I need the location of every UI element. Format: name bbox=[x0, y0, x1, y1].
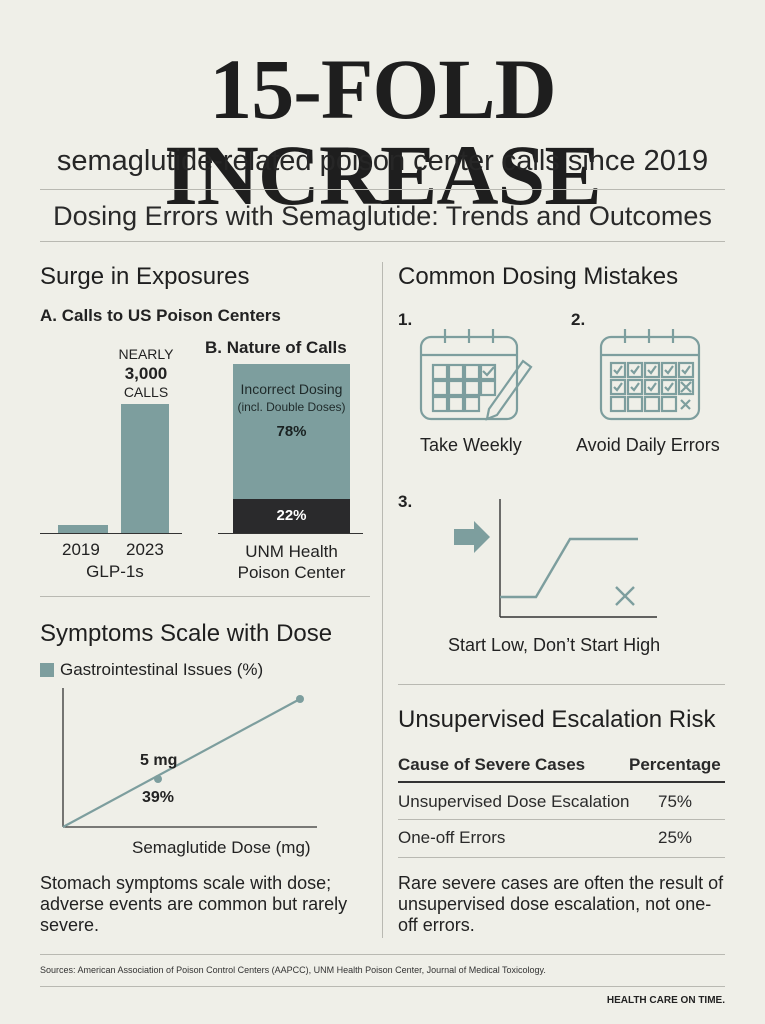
symptoms-title: Symptoms Scale with Dose bbox=[40, 620, 333, 647]
divider bbox=[40, 189, 725, 190]
x-label-2019: 2019 bbox=[62, 540, 100, 559]
divider bbox=[40, 596, 370, 597]
chart-a-baseline bbox=[40, 533, 182, 534]
caption-avoid-daily-errors: Avoid Daily Errors bbox=[576, 435, 720, 455]
table-row-pct-2: 25% bbox=[658, 828, 693, 847]
calendar-pencil-icon bbox=[419, 329, 533, 421]
chart-a-annotation: NEARLY 3,000 CALLS bbox=[108, 345, 184, 402]
subheadline: semaglutide-related poison center calls … bbox=[56, 145, 709, 177]
point-dose-label: 5 mg bbox=[140, 752, 178, 769]
incorrect-percent: 78% bbox=[276, 423, 307, 440]
divider bbox=[40, 241, 725, 242]
data-point-5mg bbox=[154, 775, 162, 783]
table-row-divider bbox=[398, 819, 725, 820]
chart-b-title: B. Nature of Calls bbox=[205, 338, 347, 357]
brand-logo: HEALTH CARE ON TIME. bbox=[606, 995, 725, 1006]
divider bbox=[398, 684, 725, 685]
caption-take-weekly: Take Weekly bbox=[420, 435, 522, 455]
surge-title: Surge in Exposures bbox=[40, 263, 250, 290]
checklist-calendar-icon bbox=[599, 329, 701, 421]
bar-2019 bbox=[58, 525, 108, 533]
escalation-title: Unsupervised Escalation Risk bbox=[398, 706, 716, 733]
table-row-divider bbox=[398, 857, 725, 858]
mistake-number-2: 2. bbox=[571, 310, 586, 329]
annotation-nearly: NEARLY bbox=[118, 346, 174, 362]
x-axis-label: Semaglutide Dose (mg) bbox=[132, 838, 311, 857]
table-row-cause-2: One-off Errors bbox=[398, 828, 506, 847]
column-divider bbox=[382, 262, 383, 938]
bar-incorrect-dosing bbox=[233, 364, 350, 499]
annotation-calls: CALLS bbox=[123, 384, 169, 400]
arrow-right-icon bbox=[454, 521, 490, 553]
divider bbox=[40, 954, 725, 955]
other-percent: 22% bbox=[276, 507, 307, 524]
chart-a-title: A. Calls to US Poison Centers bbox=[40, 306, 281, 325]
mistakes-title: Common Dosing Mistakes bbox=[398, 263, 679, 290]
incorrect-label: Incorrect Dosing bbox=[240, 381, 343, 397]
caption-start-low: Start Low, Don’t Start High bbox=[448, 635, 661, 655]
x-mark-icon bbox=[615, 586, 635, 606]
mistake-number-3: 3. bbox=[398, 492, 413, 511]
table-header-cause: Cause of Severe Cases bbox=[398, 755, 586, 774]
incorrect-sublabel: (incl. Double Doses) bbox=[237, 400, 346, 414]
x-label-2023: 2023 bbox=[126, 540, 164, 559]
page-title: Dosing Errors with Semaglutide: Trends a… bbox=[53, 201, 712, 231]
escalation-note: Rare severe cases are often the result o… bbox=[398, 873, 724, 935]
start-low-chart-icon bbox=[454, 499, 657, 618]
source-line1: UNM Health bbox=[245, 542, 338, 561]
headline: 15-FOLD INCREASE bbox=[164, 41, 601, 223]
table-header-percentage: Percentage bbox=[629, 755, 721, 774]
legend-label: Gastrointestinal Issues (%) bbox=[60, 660, 264, 679]
bar-other bbox=[233, 499, 350, 533]
bar-2023 bbox=[121, 404, 169, 533]
divider bbox=[40, 986, 725, 987]
sources-line: Sources: American Association of Poison … bbox=[40, 965, 546, 975]
annotation-count: 3,000 bbox=[124, 364, 168, 383]
x-sublabel: GLP-1s bbox=[86, 562, 144, 581]
chart-b-baseline bbox=[218, 533, 363, 534]
point-percent-label: 39% bbox=[142, 789, 175, 806]
table-row-pct-1: 75% bbox=[658, 792, 693, 811]
legend-swatch bbox=[40, 663, 54, 677]
chart-b-source: UNM Health Poison Center bbox=[225, 541, 358, 583]
trend-line bbox=[62, 698, 301, 828]
table-row-cause-1: Unsupervised Dose Escalation bbox=[398, 792, 630, 811]
end-point bbox=[296, 695, 304, 703]
table-header-rule bbox=[398, 781, 725, 783]
symptoms-chart bbox=[62, 688, 317, 828]
symptoms-note: Stomach symptoms scale with dose; advers… bbox=[40, 873, 348, 935]
mistake-number-1: 1. bbox=[398, 310, 413, 329]
source-line2: Poison Center bbox=[237, 563, 346, 582]
